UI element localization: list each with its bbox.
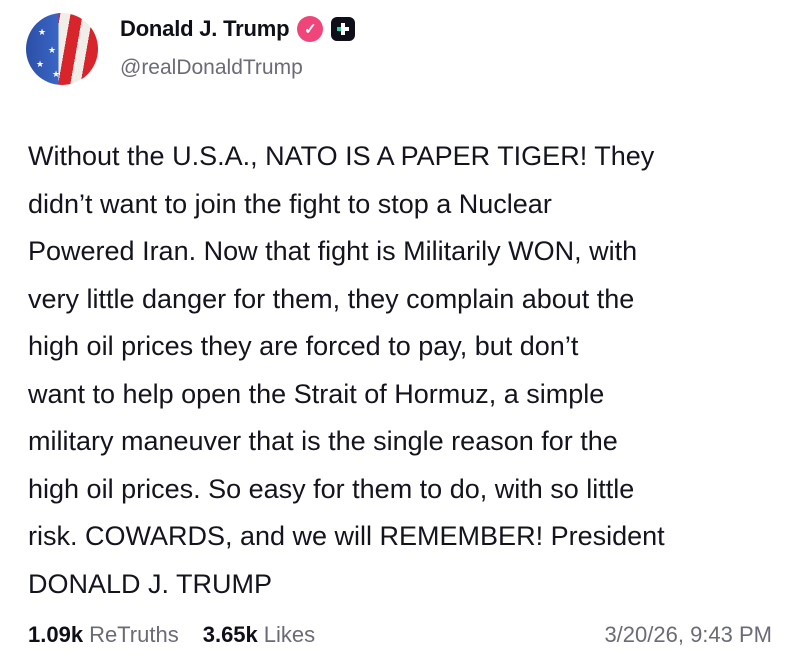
retruths-count[interactable]: 1.09k [28,622,84,647]
post-body: Without the U.S.A., NATO IS A PAPER TIGE… [28,133,665,608]
post-line: very little danger for them, they compla… [28,283,635,314]
post-line: Powered Iran. Now that fight is Militari… [28,236,638,266]
post-line: risk. COWARDS, and we will REMEMBER! Pre… [28,521,665,551]
post-line: high oil prices they are forced to pay, … [28,331,579,361]
post-line: didn’t want to join the fight to stop a … [28,188,552,219]
author-name[interactable]: Donald J. Trump [120,16,290,41]
post-line: military maneuver that is the single rea… [28,426,618,456]
post-timestamp: 3/20/26, 9:43 PM [604,622,772,647]
truth-plus-icon [331,17,356,41]
author-row: Donald J. Trump ✓ [120,16,356,42]
likes-count[interactable]: 3.65k [202,622,258,647]
post-stats: 1.09k ReTruths 3.65k Likes [28,622,315,648]
post-line: Without the U.S.A., NATO IS A PAPER TIGE… [28,141,655,171]
likes-label[interactable]: Likes [263,622,316,647]
retruths-label[interactable]: ReTruths [89,622,179,647]
post-line: want to help open the Strait of Hormuz, … [28,378,605,409]
verified-badge-icon: ✓ [297,16,324,42]
post-line: DONALD J. TRUMP [28,568,273,599]
post-line: high oil prices. So easy for them to do,… [28,473,635,504]
avatar[interactable]: ★ ★ ★ ★ [26,13,98,85]
author-handle[interactable]: @realDonaldTrump [120,56,303,79]
